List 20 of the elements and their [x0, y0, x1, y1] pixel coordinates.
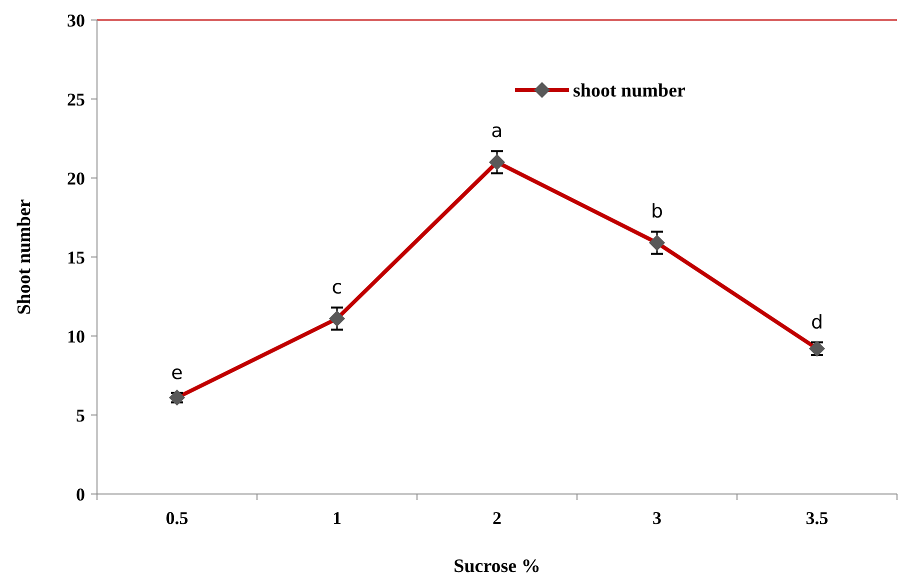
y-tick-label: 30: [67, 10, 85, 30]
legend-label: shoot number: [573, 80, 686, 102]
y-tick-label: 25: [67, 89, 85, 110]
x-tick-label: 1: [332, 508, 342, 528]
x-tick-label: 2: [492, 508, 502, 528]
y-tick-label: 20: [67, 168, 85, 188]
x-tick-label: 3.5: [806, 508, 828, 528]
x-tick-label: 3: [652, 508, 662, 528]
y-tick-label: 15: [67, 247, 85, 268]
x-tick-label: 0.5: [166, 508, 188, 528]
y-tick-label: 0: [76, 484, 85, 504]
y-axis-title: Shoot number: [14, 198, 35, 315]
annotation: a: [491, 120, 503, 142]
y-tick-label: 5: [76, 405, 85, 426]
annotation: e: [171, 362, 183, 384]
annotation: d: [810, 311, 824, 334]
y-tick-label: 10: [67, 326, 85, 346]
annotation: c: [332, 276, 342, 299]
x-axis-title: Sucrose %: [454, 556, 540, 577]
annotation: b: [650, 200, 664, 223]
